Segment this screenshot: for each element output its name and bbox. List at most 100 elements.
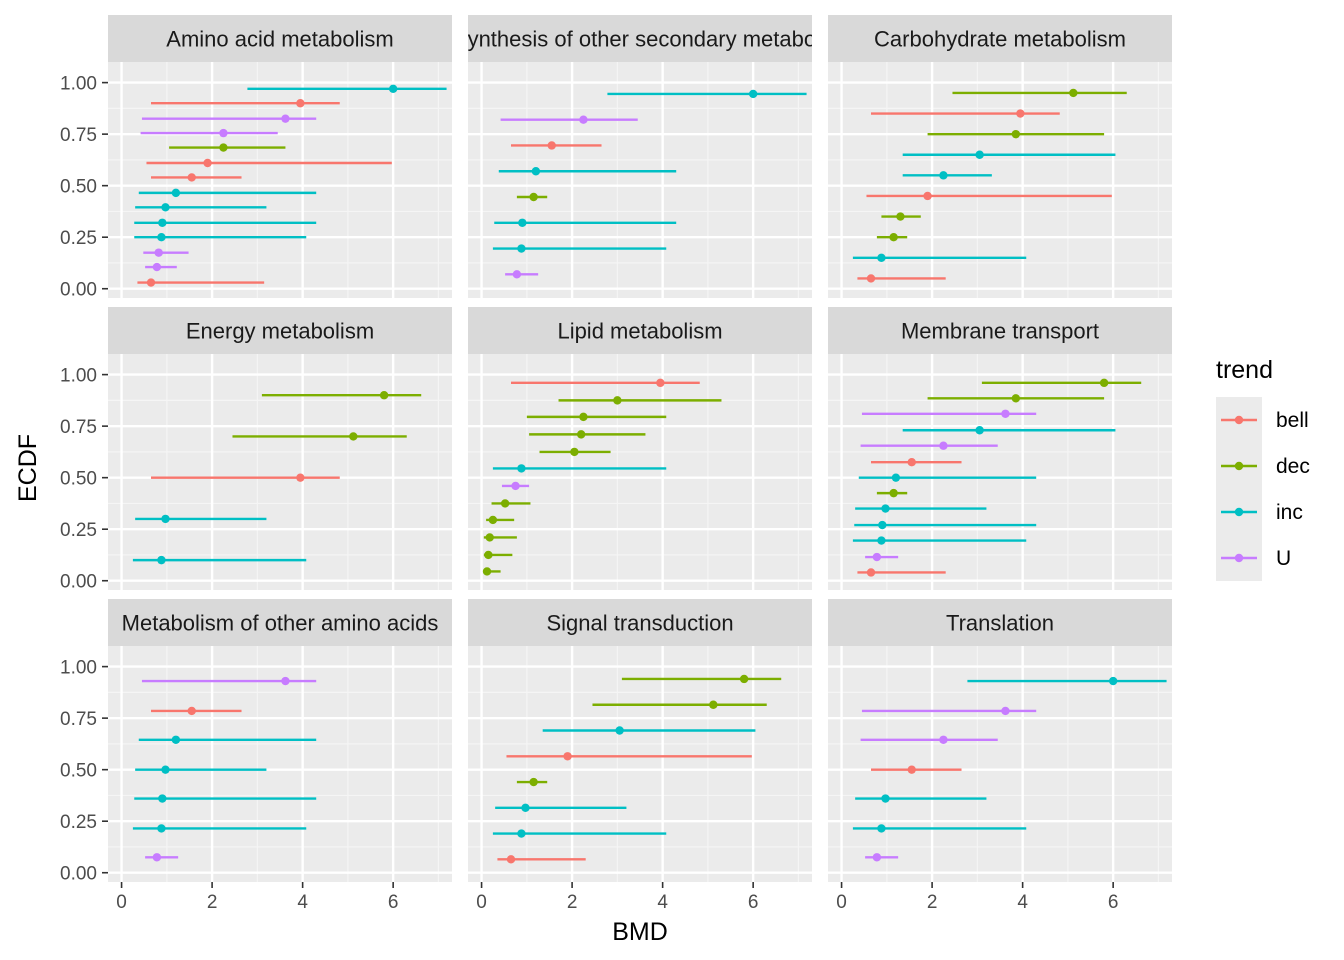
panel-background xyxy=(468,646,812,882)
data-point-inc xyxy=(521,803,530,812)
data-point-inc xyxy=(171,735,181,744)
facet-title: Signal transduction xyxy=(546,611,733,636)
facet-title: Metabolism of other amino acids xyxy=(122,611,439,636)
data-point-bell xyxy=(907,765,916,774)
facet-strip xyxy=(468,599,812,646)
data-point-bell xyxy=(203,158,212,168)
data-point-inc xyxy=(161,514,170,524)
facet-title: Translation xyxy=(946,611,1054,636)
data-point-bell xyxy=(187,706,196,716)
facet-panel: Amino acid metabolism xyxy=(108,15,452,298)
facet-title: Membrane transport xyxy=(901,319,1099,344)
legend-label: U xyxy=(1276,547,1291,570)
data-point-inc xyxy=(881,794,890,803)
data-point-bell xyxy=(907,458,916,467)
data-point-U xyxy=(219,128,228,138)
data-point-inc xyxy=(975,150,984,159)
data-point-inc xyxy=(1108,676,1118,686)
data-point-inc xyxy=(157,555,166,565)
facet-strip xyxy=(828,307,1172,354)
x-tick-label: 4 xyxy=(297,892,308,913)
facet-panel: Energy metabolism xyxy=(108,307,452,590)
data-point-dec xyxy=(613,396,622,405)
data-point-dec xyxy=(709,700,718,709)
facet-grid: Amino acid metabolism Biosynthesis of oth… xyxy=(108,15,1172,882)
data-point-dec xyxy=(219,143,228,152)
x-tick-label: 4 xyxy=(657,892,668,913)
y-tick-label: 1.00 xyxy=(60,366,97,387)
panel-background xyxy=(108,646,452,882)
panel-background xyxy=(468,62,812,298)
data-point-inc xyxy=(388,84,398,93)
facet-strip xyxy=(108,307,452,354)
data-point-dec xyxy=(482,567,492,576)
data-point-bell xyxy=(656,378,665,388)
data-point-bell xyxy=(506,855,516,864)
legend-key-point xyxy=(1234,415,1244,425)
x-tick-label: 4 xyxy=(1017,892,1028,913)
legend-key-point xyxy=(1234,507,1244,517)
legend-items: bell dec inc U xyxy=(1216,397,1310,581)
data-point-bell xyxy=(187,173,196,182)
data-point-inc xyxy=(877,536,886,545)
y-tick-label: 0.00 xyxy=(60,572,97,593)
data-point-U xyxy=(1001,409,1010,418)
data-point-inc xyxy=(615,726,624,735)
data-point-inc xyxy=(158,794,167,803)
y-tick-label: 1.00 xyxy=(60,658,97,679)
data-point-U xyxy=(939,735,948,744)
y-tick-label: 0.75 xyxy=(60,125,97,146)
data-point-dec xyxy=(1011,129,1021,139)
y-tick-label: 0.50 xyxy=(60,177,97,198)
y-axis-label: ECDF xyxy=(14,434,42,502)
facet-title: Carbohydrate metabolism xyxy=(874,27,1126,52)
data-point-bell xyxy=(146,278,156,287)
data-point-inc xyxy=(517,244,526,253)
legend-key-point xyxy=(1234,461,1244,471)
y-tick-label: 0.50 xyxy=(60,761,97,782)
y-tick-label: 0.75 xyxy=(60,417,97,438)
data-point-bell xyxy=(296,99,305,108)
data-point-inc xyxy=(877,253,886,263)
data-point-U xyxy=(939,441,948,450)
facet-title: Amino acid metabolism xyxy=(166,27,393,52)
data-point-bell xyxy=(563,752,572,761)
x-tick-label: 2 xyxy=(207,892,218,913)
x-tick-label: 6 xyxy=(748,892,759,913)
y-tick-label: 0.25 xyxy=(60,228,97,249)
data-point-dec xyxy=(529,192,538,202)
data-point-inc xyxy=(975,426,984,435)
legend-title: trend xyxy=(1216,356,1273,384)
axes: 0.00 0.25 0.50 0.75 1.00 0.00 0.25 0.50 0.75 1.00… xyxy=(60,74,1118,913)
x-tick-label: 2 xyxy=(927,892,938,913)
data-point-inc xyxy=(157,232,166,242)
legend-label: dec xyxy=(1276,455,1310,478)
facet-panel: Membrane transport xyxy=(828,307,1172,590)
panel-background xyxy=(828,646,1172,882)
facet-strip xyxy=(468,307,812,354)
data-point-inc xyxy=(531,167,541,176)
facet-panel: Carbohydrate metabolism xyxy=(828,15,1172,298)
facet-strip xyxy=(468,15,812,62)
data-point-dec xyxy=(579,412,588,422)
legend-label: inc xyxy=(1276,501,1303,524)
data-point-inc xyxy=(878,520,887,530)
data-point-bell xyxy=(866,568,876,577)
facet-title: Biosynthesis of other secondary metaboli… xyxy=(425,27,855,52)
facet-panel: Translation xyxy=(828,599,1172,882)
data-point-dec xyxy=(529,777,538,787)
data-point-inc xyxy=(939,171,948,180)
data-point-dec xyxy=(1011,394,1021,403)
x-tick-label: 0 xyxy=(836,892,847,913)
data-point-inc xyxy=(518,218,527,227)
y-tick-label: 0.00 xyxy=(60,280,97,301)
data-point-bell xyxy=(547,141,556,150)
data-point-dec xyxy=(1099,378,1109,388)
data-point-dec xyxy=(485,533,494,542)
panel-background xyxy=(468,354,812,590)
data-point-U xyxy=(152,853,162,862)
data-point-inc xyxy=(517,464,526,473)
panel-background xyxy=(828,354,1172,590)
data-point-dec xyxy=(576,430,586,439)
panel-background xyxy=(108,354,452,590)
